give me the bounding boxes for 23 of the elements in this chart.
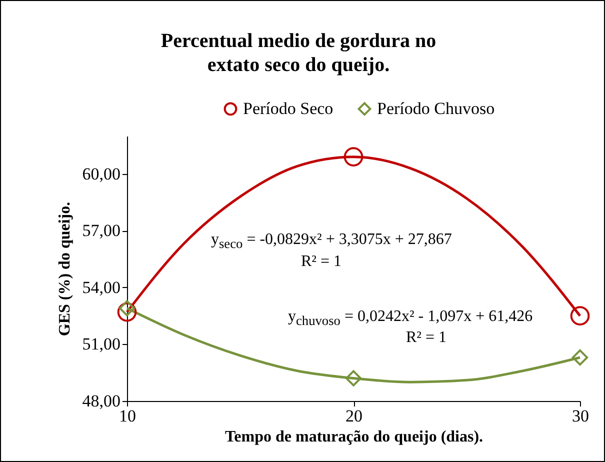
point <box>345 370 362 386</box>
annotation: y$_{seco}$ = -0,0829x² + 3,3075x + 27,867 <box>211 231 452 252</box>
x-tick-label: 30 <box>572 406 589 426</box>
y-tick-label: 54,00 <box>82 278 120 297</box>
annotation: R² = 1 <box>406 329 446 347</box>
point <box>344 147 364 166</box>
point <box>117 302 137 322</box>
point <box>572 349 588 366</box>
y-tick-label: 60,00 <box>82 164 120 184</box>
annotation: y$_{chuvoso}$ = 0,0242x² - 1,097x + 61,426 <box>288 308 533 330</box>
x-tick-label: 10 <box>119 406 136 426</box>
y-tick-label: 48,00 <box>82 392 120 410</box>
legend-label: Período Seco <box>243 98 334 118</box>
y-tick-label: 51,00 <box>82 334 120 354</box>
point <box>570 306 590 326</box>
chart-title: Percentual medio de gordura no extato seco do queijo. <box>160 29 438 77</box>
y-axis-title: GES (%) do queijo. <box>56 202 74 336</box>
point <box>118 300 136 316</box>
annotation: R² = 1 <box>301 253 342 271</box>
x-tick-label: 20 <box>346 406 362 426</box>
x-axis-title: Tempo de maturação do queijo (dias). <box>224 428 484 446</box>
y-tick-label: 57,00 <box>82 221 120 240</box>
legend-label: Período Chuvoso <box>377 98 495 118</box>
